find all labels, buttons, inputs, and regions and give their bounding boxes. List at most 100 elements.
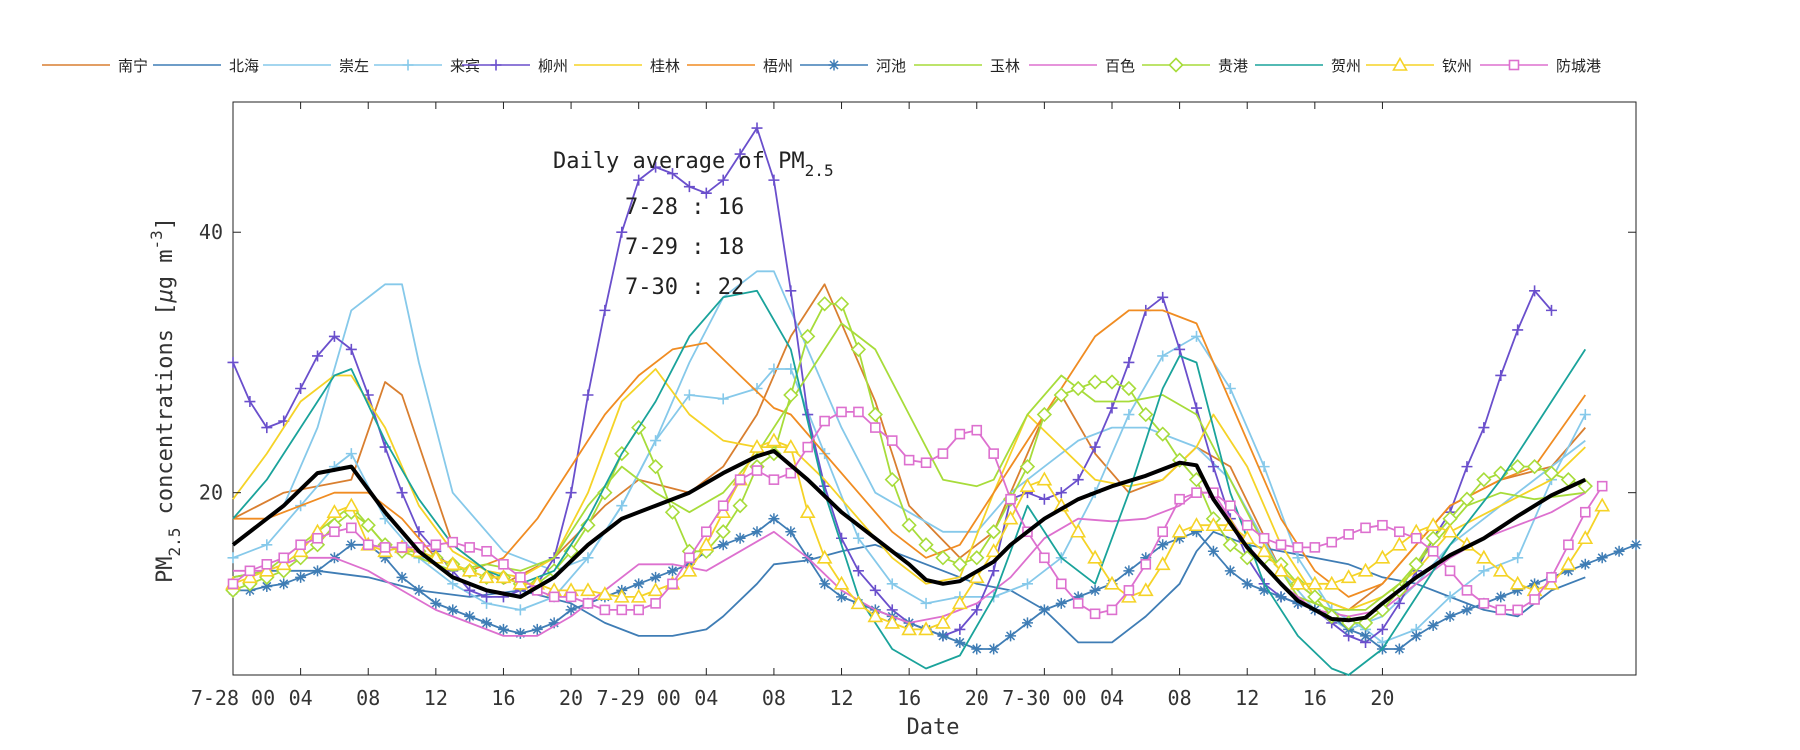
series-marker [1290,575,1306,590]
series-marker [261,422,273,434]
series-marker [447,578,459,590]
series-marker [258,562,275,577]
x-axis-label: Date [907,715,960,740]
series-marker [633,604,644,616]
series-marker [379,542,391,553]
series-marker [1140,552,1152,564]
series-marker [1239,550,1255,566]
series-marker [901,621,918,636]
series-marker [616,226,628,238]
series-marker [664,504,681,520]
series-marker [430,539,442,551]
series-marker [734,474,746,485]
series-marker [1579,409,1591,421]
series-marker [512,575,529,590]
series-line [232,289,1587,676]
series-marker [481,545,492,557]
legend-marker [1392,56,1408,71]
series-marker [563,543,579,559]
legend-item-10: 百色 [1029,57,1135,75]
series-marker [650,571,662,583]
series-marker [1174,493,1185,505]
series-marker [464,610,476,622]
series-marker [312,565,324,577]
series-marker [1510,459,1526,475]
series-marker [985,543,1002,558]
series-marker [1292,597,1304,609]
series-marker [1323,575,1340,590]
series-marker [1343,529,1354,540]
series-marker [1137,582,1154,597]
series-marker [345,539,357,551]
average-line [231,449,1587,623]
series-marker [1191,330,1203,342]
series-marker [1427,545,1439,557]
legend-marker [1168,57,1184,73]
series-marker [870,422,881,433]
series-marker [1461,604,1473,616]
series-marker [613,588,630,603]
series-marker [1104,374,1120,390]
series-marker [1002,510,1019,525]
series-marker [360,517,376,533]
series-marker [768,174,780,186]
series-marker [582,552,594,564]
series-marker [1461,461,1473,473]
series-marker [937,448,949,459]
series-marker [481,591,493,603]
series-marker [444,556,461,571]
series-marker [1207,461,1219,473]
legend-marker [490,59,502,71]
series-marker [951,595,968,610]
series-6 [232,368,1586,611]
series-marker [901,517,917,533]
series-marker [952,556,968,572]
series-marker [227,552,239,564]
series-marker [1005,493,1016,505]
series-marker [1089,441,1101,453]
legend-item-1: 南宁 [42,57,148,75]
series-marker [802,441,814,453]
series-marker [819,578,831,590]
series-marker [683,181,695,193]
legend-item-12: 贺州 [1255,57,1361,75]
series-marker [1410,630,1422,642]
series-marker [785,467,797,479]
series-marker [1123,565,1135,577]
series-marker [850,341,867,358]
series-marker [1562,565,1574,577]
series-marker [1529,285,1541,297]
series-marker [1596,552,1608,564]
series-marker [1376,623,1388,635]
series-marker [396,487,408,499]
series-marker [345,448,357,460]
x-tick-label: 08 [1168,686,1192,710]
series-marker [498,559,509,570]
series-14 [227,406,1608,620]
annotation-heading: Daily average of PM2.5 [553,149,834,180]
series-marker [1224,565,1236,577]
series-marker [1072,591,1084,603]
series-marker [1492,562,1509,577]
series-marker [1123,409,1135,421]
series-marker [495,569,512,584]
legend-label: 北海 [229,57,259,75]
legend-item-7: 梧州 [687,57,793,75]
series-10 [233,491,1586,637]
x-tick-label: 7-30 00 [1002,686,1086,710]
series-marker [1512,584,1524,596]
series-marker [833,296,850,312]
series-marker [988,448,999,459]
series-marker [971,424,983,436]
series-marker [1360,522,1371,534]
series-marker [312,350,324,362]
series-marker [667,578,678,590]
series-marker [833,575,850,590]
series-marker [1340,569,1357,584]
legend-label: 来宾 [450,57,480,75]
series-marker [346,522,357,534]
series-marker [295,383,307,394]
x-tick-label: 7-29 00 [597,686,681,710]
series-marker [1495,591,1507,603]
series-marker [1258,532,1270,544]
